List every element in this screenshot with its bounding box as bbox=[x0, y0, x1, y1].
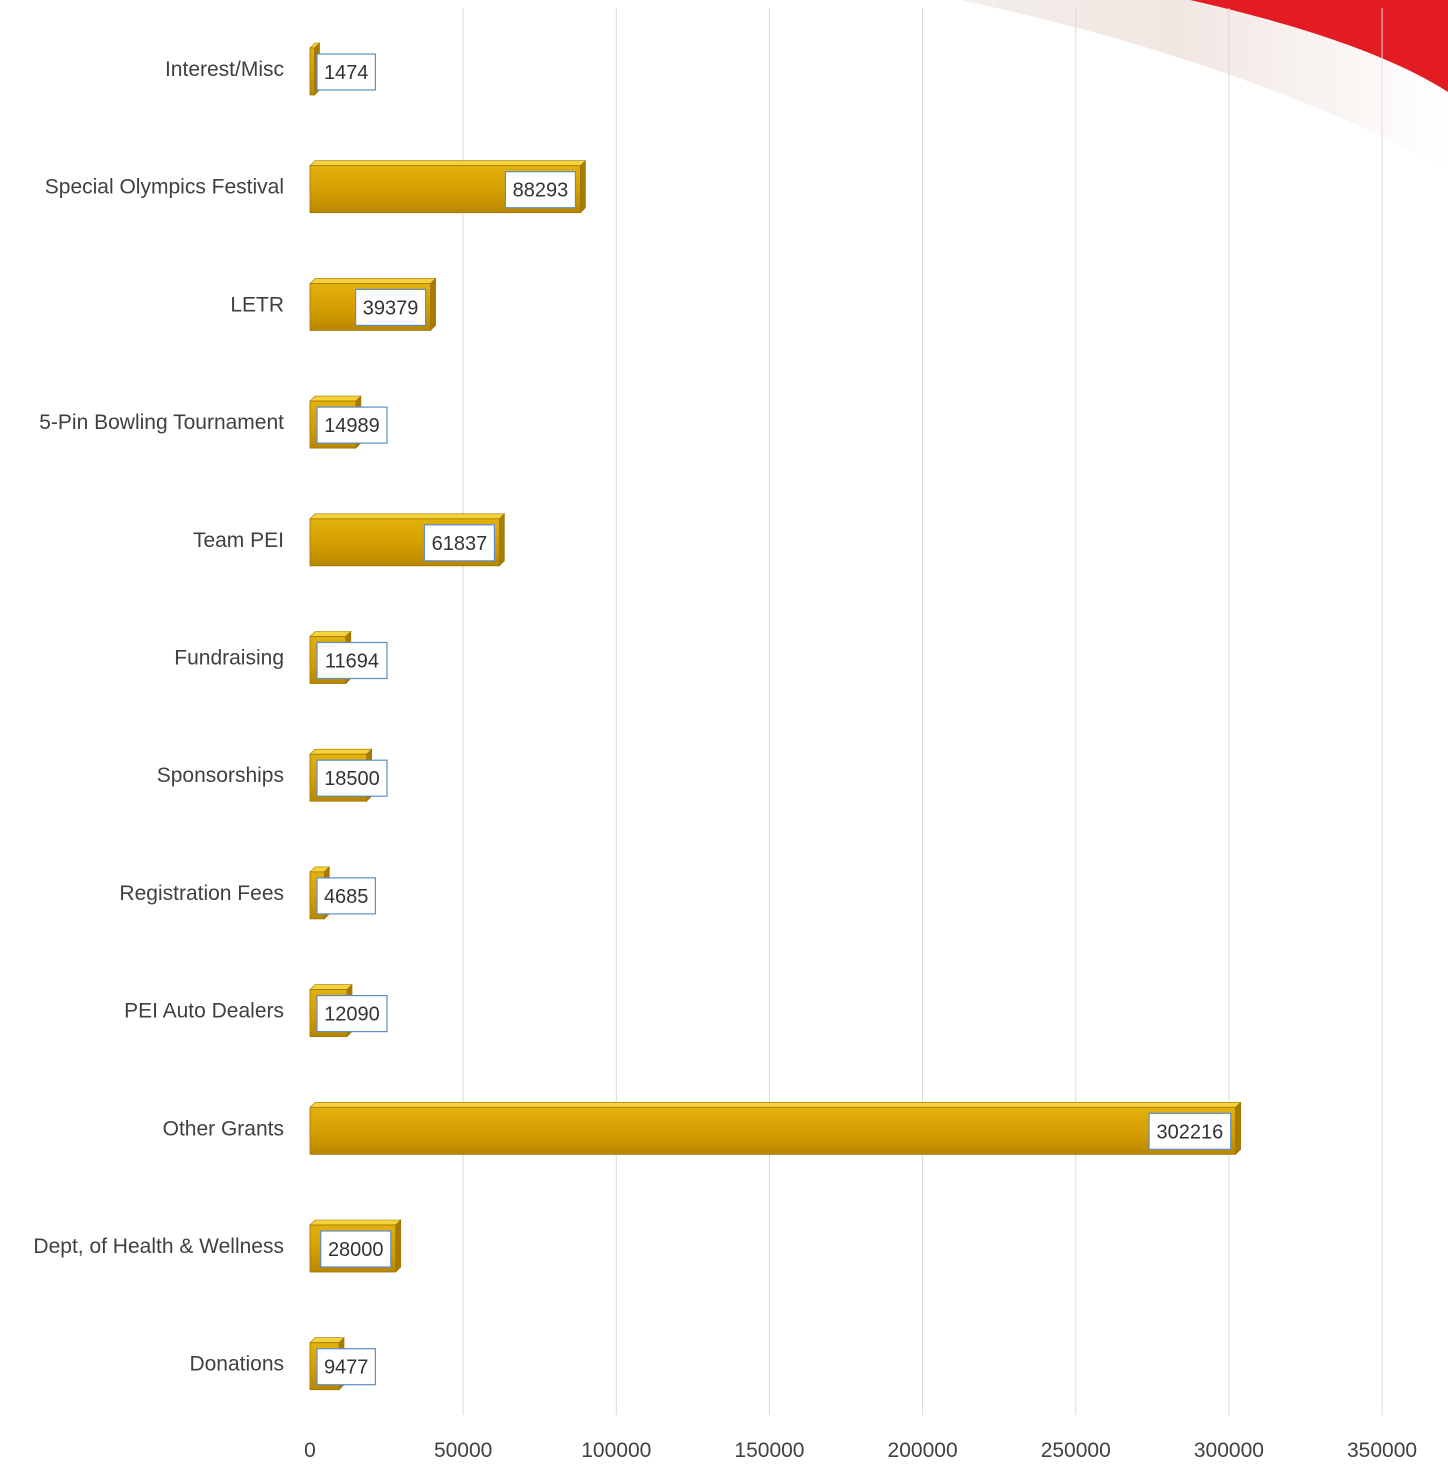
data-label: 88293 bbox=[513, 180, 569, 202]
bar-side-face bbox=[499, 513, 505, 567]
bar bbox=[309, 1106, 1237, 1155]
data-label-box bbox=[504, 171, 577, 209]
category-label: Team PEI bbox=[193, 529, 284, 552]
bar-top-face bbox=[309, 513, 506, 520]
bar-top-face bbox=[309, 748, 373, 755]
bar-top-face bbox=[309, 984, 353, 990]
data-label: 14989 bbox=[324, 415, 380, 437]
category-label: 5-Pin Bowling Tournament bbox=[39, 411, 284, 434]
bar-top-face bbox=[309, 631, 352, 637]
category-label: Interest/Misc bbox=[165, 58, 284, 81]
bar bbox=[309, 47, 315, 96]
corner-swoosh-shadow bbox=[960, 0, 1448, 170]
category-label: Sponsorships bbox=[157, 764, 284, 787]
bar-top-face bbox=[309, 160, 587, 166]
data-label-box bbox=[316, 994, 388, 1033]
category-label: PEI Auto Dealers bbox=[124, 1000, 284, 1023]
data-label: 18500 bbox=[324, 768, 380, 790]
data-label: 39379 bbox=[363, 297, 419, 319]
data-label-box bbox=[316, 641, 388, 680]
data-label: 4685 bbox=[324, 886, 369, 908]
data-label: 61837 bbox=[432, 533, 488, 555]
x-tick-label: 350000 bbox=[1347, 1439, 1417, 1462]
data-label-box bbox=[316, 406, 388, 444]
bar-side-face bbox=[580, 159, 586, 214]
category-label: Other Grants bbox=[163, 1117, 284, 1140]
bar-top-face bbox=[309, 395, 362, 402]
bar-top-face bbox=[309, 1337, 345, 1343]
category-label: Registration Fees bbox=[119, 882, 284, 905]
data-label-box bbox=[316, 1348, 377, 1386]
x-tick-label: 0 bbox=[304, 1439, 316, 1462]
x-tick-label: 250000 bbox=[1041, 1439, 1111, 1462]
category-label: Donations bbox=[189, 1353, 284, 1376]
data-label: 28000 bbox=[328, 1239, 384, 1261]
data-label-box bbox=[355, 288, 427, 326]
data-label: 1474 bbox=[324, 62, 369, 84]
data-label: 11694 bbox=[325, 651, 379, 673]
category-label: Fundraising bbox=[174, 647, 284, 670]
data-label-box bbox=[320, 1230, 392, 1268]
x-tick-label: 300000 bbox=[1194, 1439, 1264, 1462]
bar-side-face bbox=[1235, 1101, 1241, 1156]
x-tick-label: 50000 bbox=[434, 1439, 492, 1462]
bar-top-face bbox=[309, 278, 437, 284]
corner-swoosh-red bbox=[1190, 0, 1448, 92]
data-label: 12090 bbox=[324, 1004, 380, 1026]
data-label-box bbox=[316, 759, 388, 797]
data-label-box bbox=[1148, 1112, 1232, 1150]
category-label: LETR bbox=[230, 293, 284, 316]
data-label-box bbox=[423, 524, 496, 562]
category-label: Special Olympics Festival bbox=[45, 176, 284, 199]
data-label-box bbox=[316, 877, 377, 915]
x-tick-label: 200000 bbox=[888, 1439, 958, 1462]
x-tick-label: 150000 bbox=[734, 1439, 804, 1462]
bar-side-face bbox=[430, 277, 436, 332]
bar-side-face bbox=[395, 1219, 402, 1273]
data-label: 9477 bbox=[324, 1357, 369, 1379]
bar-top-face bbox=[309, 1102, 1242, 1108]
bar-top-face bbox=[309, 1219, 402, 1226]
data-label: 302216 bbox=[1157, 1121, 1224, 1143]
x-tick-label: 100000 bbox=[581, 1439, 651, 1462]
data-label-box bbox=[316, 53, 377, 91]
category-label: Dept, of Health & Wellness bbox=[33, 1235, 284, 1258]
